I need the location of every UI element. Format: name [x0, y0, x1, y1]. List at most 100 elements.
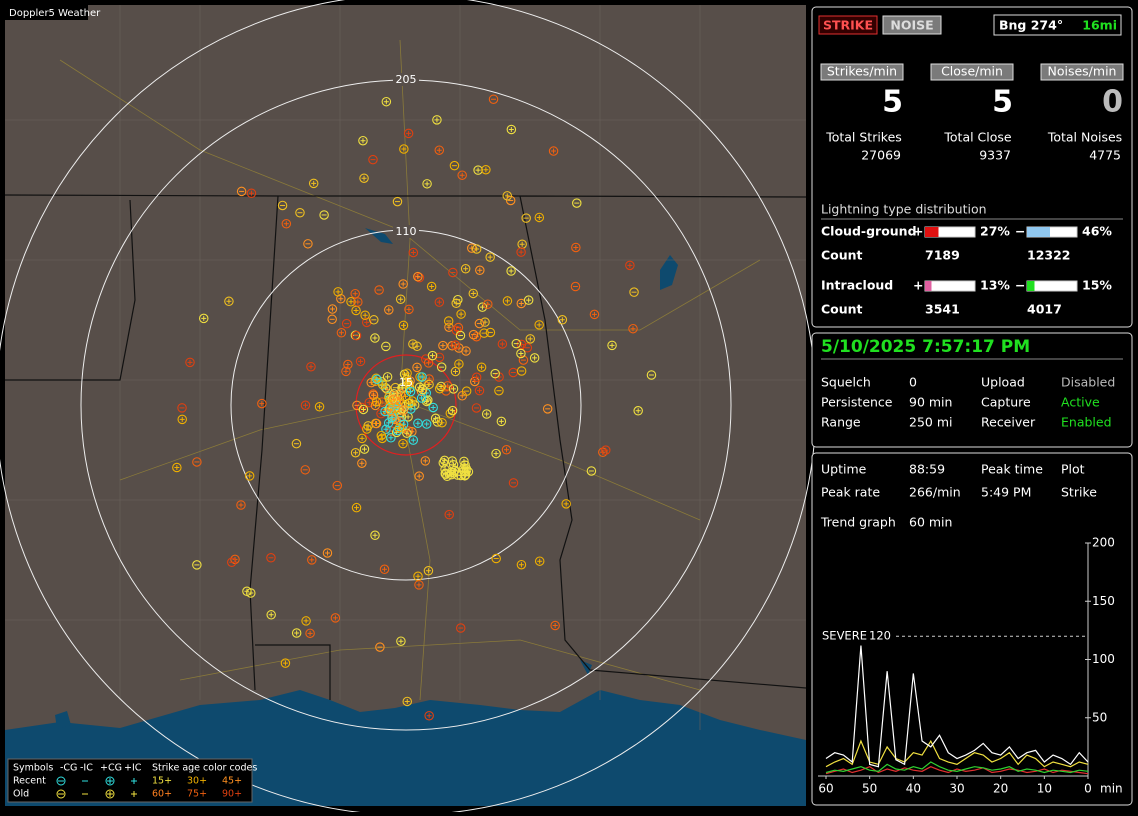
strike-symbol: [388, 435, 394, 441]
strike-symbol: [238, 502, 244, 508]
strike-marker: [224, 296, 234, 307]
strike-marker: [456, 309, 466, 319]
strike-marker: [480, 317, 490, 327]
strike-marker: [385, 405, 396, 416]
strike-symbol: [226, 298, 232, 304]
strike-marker: [521, 213, 531, 223]
strike-marker: [455, 330, 466, 341]
strike-marker: [516, 366, 527, 376]
x-axis-label: min: [1100, 782, 1123, 796]
strike-marker: [350, 447, 361, 458]
strike-marker: [402, 368, 412, 378]
ring-label: 205: [396, 73, 417, 86]
legend-type: +IC: [124, 763, 142, 774]
strike-marker: [370, 333, 380, 343]
strike-symbol: [416, 582, 422, 588]
strike-marker: [257, 398, 267, 409]
strike-symbol: [311, 180, 317, 186]
strike-marker: [427, 350, 438, 361]
strike-marker: [534, 556, 545, 566]
strike-marker: [423, 395, 433, 405]
strike-symbol: [518, 249, 524, 255]
strike-symbol: [329, 306, 335, 312]
strike-symbol: [415, 274, 421, 280]
strike-marker: [457, 170, 467, 180]
noise-button[interactable]: [882, 15, 942, 35]
strike-symbol: [458, 311, 464, 317]
strike-marker: [633, 406, 643, 416]
sign: −: [1015, 224, 1025, 239]
strike-marker: [192, 457, 202, 467]
strike-symbol: [552, 623, 558, 629]
strike-marker: [481, 164, 491, 175]
ring-label: 15: [399, 376, 413, 389]
strike-marker: [350, 288, 360, 299]
field: Persistence: [821, 395, 893, 410]
strike-symbol: [444, 473, 450, 479]
strike-marker: [534, 212, 545, 223]
strike-symbol: [308, 364, 314, 370]
rate-label: Close/min: [941, 64, 1003, 79]
strike-marker: [198, 313, 209, 324]
strike-marker: [442, 381, 453, 391]
strike-symbol: [174, 465, 180, 471]
strike-symbol: [426, 713, 432, 719]
strike-marker: [502, 191, 512, 201]
legend-type: -CG: [60, 763, 77, 774]
strike-marker: [307, 555, 317, 565]
strike-marker: [404, 304, 414, 315]
strike-symbol: [248, 590, 254, 596]
stat: 5:49 PM: [981, 485, 1031, 500]
strike-marker: [291, 438, 302, 449]
x-tick-label: 50: [862, 782, 877, 796]
strike-marker: [629, 287, 639, 297]
strike-symbol: [559, 317, 565, 323]
strike-symbol: [487, 254, 493, 260]
strike-marker: [523, 295, 534, 305]
rate-value: 0: [1102, 85, 1123, 120]
strike-button-label[interactable]: STRIKE: [823, 18, 873, 33]
strike-marker: [534, 320, 544, 330]
strike-symbol: [179, 416, 185, 422]
total-label: Total Noises: [1047, 130, 1122, 145]
noise-button-label[interactable]: NOISE: [890, 18, 933, 33]
strike-symbol: [359, 460, 365, 466]
strike-symbol: [504, 193, 510, 199]
strike-symbol: [419, 374, 425, 380]
strike-symbol: [603, 447, 609, 453]
strike-marker: [430, 413, 441, 424]
rate-value: 5: [882, 85, 903, 120]
strike-marker: [422, 179, 432, 189]
strike-marker: [557, 315, 568, 325]
legend-box: [7, 758, 253, 803]
strike-marker: [266, 553, 276, 563]
datetime: 5/10/2025 7:57:17 PM: [821, 337, 1030, 357]
strike-symbol: [627, 262, 633, 268]
strike-marker: [356, 402, 367, 413]
strike-marker: [355, 356, 366, 367]
strike-marker: [428, 402, 438, 413]
strike-button[interactable]: [818, 15, 878, 35]
strike-symbol: [433, 415, 439, 421]
strike-marker: [379, 564, 390, 575]
strike-symbol: [366, 400, 372, 406]
strike-symbol: [307, 630, 313, 636]
strike-marker: [366, 377, 377, 388]
strike-symbol: [400, 322, 406, 328]
total-value: 4775: [1089, 148, 1121, 163]
strike-marker: [327, 304, 338, 314]
field: Capture: [981, 395, 1031, 410]
severe-label: SEVERE: [822, 629, 867, 643]
strike-marker: [417, 384, 428, 395]
strike-marker: [516, 339, 527, 350]
strike-symbol: [445, 383, 451, 389]
strike-marker: [497, 339, 508, 349]
map: 205 110 15 Doppler5 Weather Symbols -CG …: [0, 0, 817, 816]
strike-symbol: [338, 330, 344, 336]
land: [5, 5, 806, 806]
type-label: Intracloud: [821, 278, 893, 293]
strike-symbol: [364, 319, 370, 325]
field: Receiver: [981, 415, 1036, 430]
strike-symbol: [317, 404, 323, 410]
strike-marker: [450, 366, 461, 377]
